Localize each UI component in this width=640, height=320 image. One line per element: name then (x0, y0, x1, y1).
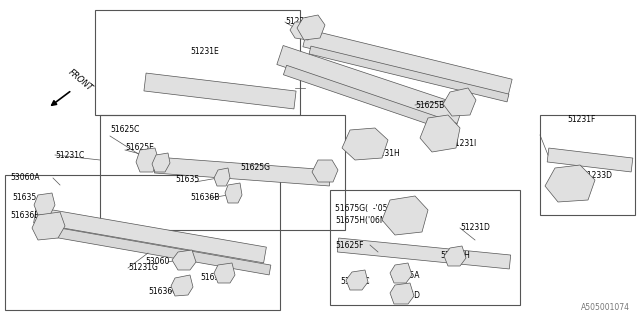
Text: 51231G: 51231G (128, 263, 158, 273)
Text: 51625H: 51625H (440, 251, 470, 260)
Text: 51635: 51635 (12, 194, 36, 203)
Text: 51635A: 51635A (390, 270, 419, 279)
Polygon shape (337, 238, 511, 269)
Polygon shape (309, 46, 509, 102)
Polygon shape (443, 88, 476, 116)
Polygon shape (290, 22, 315, 40)
Polygon shape (225, 183, 242, 203)
Text: 51625D: 51625D (390, 291, 420, 300)
Polygon shape (303, 29, 512, 97)
Polygon shape (312, 160, 338, 182)
Text: 51231I: 51231I (450, 139, 476, 148)
Polygon shape (32, 212, 65, 240)
Bar (100, 115, 345, 230)
Bar (5, 175, 280, 310)
Text: 51675G(  -'05MY): 51675G( -'05MY) (335, 204, 402, 212)
Polygon shape (390, 263, 412, 283)
Polygon shape (214, 168, 230, 186)
Text: 51625G: 51625G (240, 164, 270, 172)
Polygon shape (390, 283, 414, 304)
Polygon shape (382, 196, 428, 235)
Text: 53060: 53060 (145, 258, 170, 267)
Polygon shape (34, 193, 55, 215)
Polygon shape (144, 73, 296, 109)
Polygon shape (152, 153, 170, 172)
Polygon shape (171, 275, 193, 296)
Polygon shape (284, 65, 456, 133)
Text: 51625C: 51625C (110, 125, 140, 134)
Polygon shape (420, 115, 460, 152)
Text: 51231C: 51231C (55, 150, 84, 159)
Polygon shape (444, 246, 466, 266)
Polygon shape (346, 270, 368, 290)
Text: 51635: 51635 (175, 175, 199, 185)
Text: 51636B: 51636B (190, 194, 220, 203)
Polygon shape (214, 263, 235, 283)
Text: 51233D: 51233D (582, 171, 612, 180)
Polygon shape (547, 148, 633, 172)
Text: 51625B: 51625B (415, 100, 444, 109)
Text: 53060A: 53060A (10, 173, 40, 182)
Polygon shape (136, 148, 158, 172)
Bar (95, 10, 300, 115)
Text: 51636C: 51636C (340, 277, 369, 286)
Text: 51625F: 51625F (335, 241, 364, 250)
Text: 51233C: 51233C (285, 18, 314, 27)
Text: 51636B: 51636B (10, 211, 40, 220)
Bar (540, 115, 635, 215)
Text: A505001074: A505001074 (581, 303, 630, 312)
Polygon shape (41, 225, 271, 275)
Polygon shape (297, 15, 325, 40)
Text: 51675H('06MY-: 51675H('06MY- (335, 215, 393, 225)
Text: 51636C: 51636C (148, 287, 177, 297)
Polygon shape (277, 45, 463, 124)
Text: 51231F: 51231F (567, 116, 595, 124)
Polygon shape (342, 128, 388, 160)
Bar (330, 190, 520, 305)
Text: 51231H: 51231H (370, 148, 400, 157)
Polygon shape (172, 250, 196, 270)
Text: 51231D: 51231D (460, 223, 490, 233)
Text: 51635A: 51635A (200, 274, 230, 283)
Text: FRONT: FRONT (66, 67, 94, 93)
Polygon shape (34, 207, 266, 263)
Polygon shape (154, 157, 331, 186)
Polygon shape (545, 165, 595, 202)
Text: 51231E: 51231E (190, 47, 219, 57)
Text: 51625E: 51625E (125, 143, 154, 153)
